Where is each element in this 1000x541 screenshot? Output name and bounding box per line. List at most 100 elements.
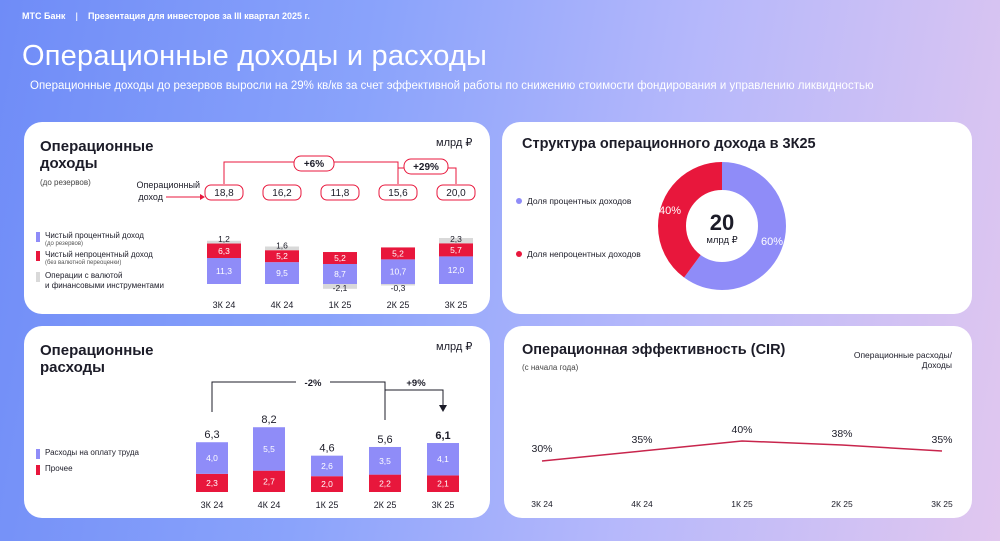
x-tick-label: 4К 24	[258, 500, 281, 510]
total-pill	[262, 184, 302, 201]
growth-connector-qoq	[384, 389, 444, 420]
bar-other	[253, 470, 285, 492]
growth-label-29: +29%	[413, 162, 439, 173]
bar-payroll	[369, 446, 401, 475]
bar-fx	[323, 284, 357, 289]
bar-nii	[207, 258, 241, 284]
bar-fx-label: 1,2	[218, 234, 230, 244]
cir-card: Операционная эффективность (CIR) (с нача…	[504, 326, 972, 518]
expenses-title-line2: расходы	[40, 359, 105, 377]
x-tick-label: 2К 25	[831, 499, 853, 509]
cir-point-label: 30%	[531, 443, 552, 455]
legend-swatch-gray	[36, 272, 40, 282]
legend-interest-share-label: Доля процентных доходов	[527, 196, 632, 206]
growth-pill-29	[403, 158, 449, 175]
bar-other-label: 2,7	[263, 476, 275, 486]
bar-nii-label: 11,3	[216, 266, 232, 276]
op-income-arrow-head	[200, 194, 205, 200]
cir-point-label: 40%	[731, 424, 752, 436]
bar-payroll-label: 4,0	[206, 453, 218, 463]
bar-nonii	[207, 243, 241, 259]
donut-pct-interest: 60%	[761, 236, 783, 248]
legend-nii-sub: (до резервов)	[45, 240, 84, 247]
legend-noninterest-share-label: Доля непроцентных доходов	[527, 249, 641, 259]
donut-center-value: 20	[710, 210, 734, 235]
legend-payroll: Расходы на оплату труда	[36, 448, 139, 459]
income-title: Операционные доходы	[40, 138, 153, 173]
bar-payroll-label: 3,5	[379, 456, 391, 466]
x-tick-label: 3К 25	[445, 300, 468, 310]
cir-right-label: Операционные расходы/ Доходы	[840, 350, 952, 370]
x-tick-label: 3К 24	[213, 300, 236, 310]
bar-payroll	[253, 427, 285, 471]
x-tick-label: 1К 25	[731, 499, 753, 509]
legend-nonii-sub: (без валютной переоценки)	[45, 259, 122, 266]
bar-payroll-label: 4,1	[437, 454, 449, 464]
legend-fx-label2: и финансовыми инструментами	[45, 280, 164, 290]
expenses-title: Операционные расходы	[40, 342, 153, 377]
donut-center-unit: млрд ₽	[706, 235, 737, 246]
legend-interest-share: Доля процентных доходов	[516, 196, 631, 206]
bar-fx-label: 2,3	[450, 234, 462, 244]
bar-payroll	[196, 442, 228, 474]
bar-other	[427, 475, 459, 492]
bar-fx-label: 1,6	[276, 241, 288, 251]
cir-point-label: 38%	[831, 428, 852, 440]
growth-label-yoy: -2%	[305, 378, 322, 389]
income-unit: млрд ₽	[436, 137, 473, 149]
x-tick-label: 4К 24	[631, 499, 653, 509]
total-pill	[378, 184, 418, 201]
total-value: 5,6	[377, 434, 392, 446]
x-tick-label: 3К 25	[432, 500, 455, 510]
legend-other: Прочее	[36, 464, 73, 475]
legend-nonii: Чистый непроцентный доход (без валютной п…	[36, 250, 153, 267]
legend-nii: Чистый процентный доход (до резервов)	[36, 231, 144, 248]
expenses-unit: млрд ₽	[436, 341, 473, 353]
legend-dot-red	[516, 251, 522, 257]
legend-swatch-purple	[36, 232, 40, 242]
presentation-name: Презентация для инвесторов за III кварта…	[87, 11, 310, 21]
bar-other	[369, 474, 401, 492]
cir-title: Операционная эффективность (CIR)	[522, 342, 786, 358]
expenses-card: Операционные расходы млрд ₽ Расходы на о…	[24, 326, 490, 518]
bank-name: МТС Банк	[22, 11, 66, 21]
top-header: МТС Банк | Презентация для инвесторов за…	[22, 11, 310, 21]
growth-label-bg-yoy	[296, 375, 330, 389]
total-pill	[204, 184, 244, 201]
cir-line	[541, 440, 943, 462]
bar-nii	[323, 263, 357, 284]
total-pill	[436, 184, 476, 201]
growth-arrow-qoq	[439, 405, 447, 412]
page-subtitle: Операционные доходы до резервов выросли …	[30, 80, 874, 92]
donut-slice-noninterest	[658, 162, 786, 290]
bar-fx-label: -2,1	[333, 283, 348, 293]
cir-note: (с начала года)	[522, 363, 579, 372]
growth-label-bg-qoq	[399, 375, 433, 389]
bar-payroll	[427, 443, 459, 476]
legend-nii-label: Чистый процентный доход	[45, 231, 144, 240]
cir-right-label-line1: Операционные расходы/	[853, 350, 952, 360]
bar-other	[311, 476, 343, 492]
total-value: 15,6	[388, 188, 408, 199]
income-title-line2: доходы	[40, 155, 98, 173]
bar-nonii-label: 6,3	[218, 246, 230, 256]
bar-nii	[381, 259, 415, 284]
bar-fx	[207, 240, 241, 244]
bar-payroll	[311, 455, 343, 477]
bar-fx-label: -0,3	[391, 283, 406, 293]
x-tick-label: 2К 25	[387, 300, 410, 310]
bar-nii-label: 8,7	[334, 269, 346, 279]
total-value: 11,8	[331, 188, 350, 199]
cir-chart: 30% 3К 24 35% 4К 24 40% 1К 25 38% 2К 25 35% 3К 25	[531, 424, 953, 509]
donut-pct-noninterest: 40%	[659, 205, 681, 217]
bar-nonii	[439, 243, 473, 257]
x-tick-label: 1К 25	[316, 500, 339, 510]
bar-nonii-label: 5,7	[450, 245, 462, 255]
bar-fx	[381, 284, 415, 286]
bar-other-label: 2,2	[379, 478, 391, 488]
legend-fx-label: Операции с валютой	[45, 271, 123, 280]
x-tick-label: 3К 25	[931, 499, 953, 509]
legend-other-label: Прочее	[45, 464, 73, 473]
bar-fx	[439, 238, 473, 244]
